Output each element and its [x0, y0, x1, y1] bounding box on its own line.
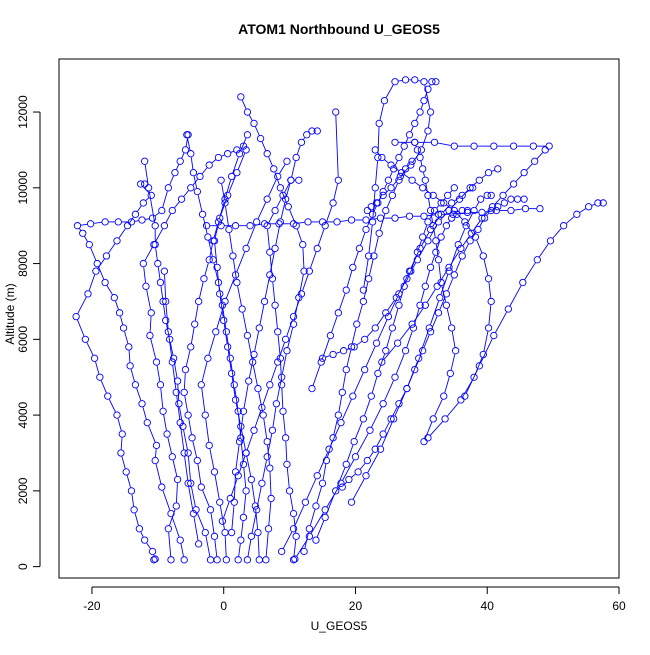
series-segment	[135, 221, 138, 222]
y-axis-label: Altitude (m)	[3, 283, 17, 344]
y-tick-label: 0	[16, 563, 30, 570]
chart-title: ATOM1 Northbound U_GEOS5	[238, 21, 440, 37]
y-tick-label: 10000	[16, 171, 30, 205]
y-tick-label: 6000	[16, 326, 30, 353]
y-tick-label: 8000	[16, 250, 30, 277]
x-tick-label: 60	[612, 599, 626, 613]
x-tick-label: 40	[481, 599, 495, 613]
x-tick-label: 0	[220, 599, 227, 613]
series-segment	[146, 219, 149, 220]
y-tick-label: 12000	[16, 95, 30, 129]
y-tick-label: 4000	[16, 401, 30, 428]
x-tick-label: 20	[349, 599, 363, 613]
x-tick-label: -20	[83, 599, 101, 613]
x-axis-label: U_GEOS5	[311, 619, 368, 633]
series-segment	[399, 80, 402, 81]
series-segment	[430, 85, 431, 86]
y-tick-label: 2000	[16, 477, 30, 504]
